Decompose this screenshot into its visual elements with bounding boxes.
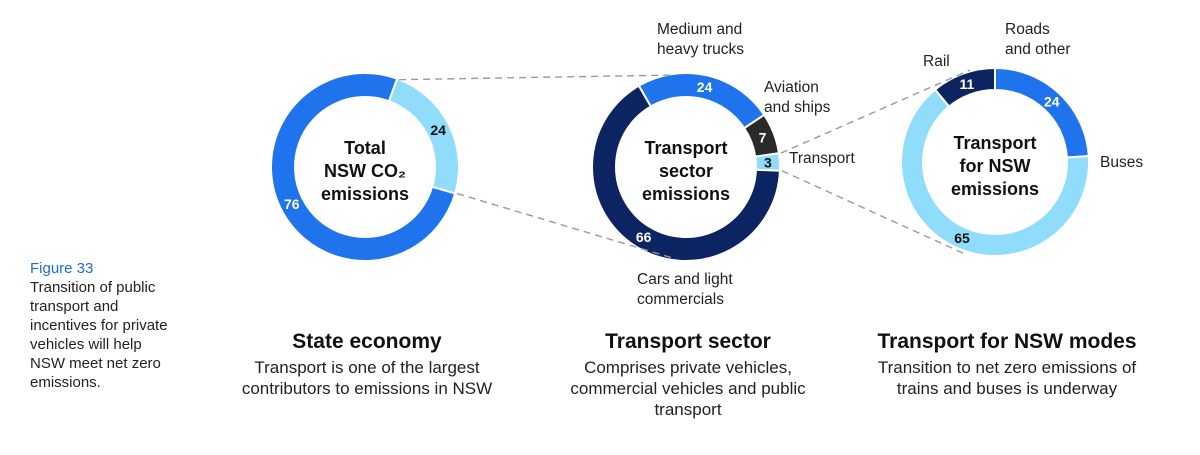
- connector-line-1-bottom: [456, 192, 677, 260]
- center-label-tfnsw-modes-2: emissions: [951, 179, 1039, 199]
- donut-state-economy: 24 76 Total NSW CO₂ emissions: [270, 72, 460, 262]
- slice-value-label-state-economy-0: 24: [430, 122, 446, 138]
- category-label-cars-1: commercials: [637, 291, 724, 308]
- donut-slice-tfnsw-modes-1: [900, 88, 1090, 257]
- figure-caption-text: Transition of public transport and incen…: [30, 279, 168, 391]
- category-label-rail-0: Rail: [923, 53, 950, 70]
- panel-title-transport-sector: Transport sector: [605, 330, 771, 353]
- slice-value-label-tfnsw-modes-2: 11: [959, 76, 974, 92]
- donut-slice-state-economy-1: [270, 72, 457, 262]
- center-label-tfnsw-modes-1: for NSW: [960, 156, 1031, 176]
- panel-state-economy: State economy Transport is one of the la…: [202, 330, 532, 399]
- panel-subtitle-state-economy: Transport is one of the largest contribu…: [241, 358, 493, 398]
- center-label-state-economy-0: Total: [344, 138, 386, 158]
- donut-transport-sector: 3 66 24 7 Transport sector emissions: [591, 72, 781, 262]
- panel-transport-sector: Transport sector Comprises private vehic…: [523, 330, 853, 420]
- panel-subtitle-tfnsw-modes: Transition to net zero emissions of trai…: [877, 358, 1137, 398]
- donut-slice-transport-sector-3: [742, 113, 781, 158]
- figure-number: Figure 33: [30, 260, 94, 277]
- connector-line-2-bottom: [781, 170, 966, 255]
- category-label-buses-0: Buses: [1100, 154, 1143, 171]
- slice-value-label-transport-sector-1: 66: [636, 229, 652, 245]
- category-label-trucks-0: Medium and: [657, 21, 742, 38]
- slice-value-label-tfnsw-modes-1: 65: [954, 230, 970, 246]
- panel-title-tfnsw-modes: Transport for NSW modes: [877, 330, 1137, 353]
- panel-title-state-economy: State economy: [292, 330, 442, 353]
- donut-slice-transport-sector-1: [591, 84, 781, 262]
- center-label-state-economy-2: emissions: [321, 184, 409, 204]
- category-label-roads-1: and other: [1005, 41, 1071, 58]
- slice-value-label-state-economy-1: 76: [284, 196, 300, 212]
- slice-value-label-transport-sector-3: 7: [759, 129, 767, 145]
- center-label-state-economy-1: NSW CO₂: [324, 161, 406, 181]
- center-label-transport-sector-0: Transport: [644, 138, 727, 158]
- center-label-transport-sector-1: sector: [659, 161, 713, 181]
- center-label-tfnsw-modes-0: Transport: [953, 133, 1036, 153]
- category-label-aviation-1: and ships: [764, 99, 831, 116]
- category-label-cars-0: Cars and light: [637, 271, 733, 288]
- figure-caption: Figure 33 Transition of public transport…: [30, 259, 170, 392]
- category-label-roads-0: Roads: [1005, 21, 1050, 38]
- slice-value-label-tfnsw-modes-0: 24: [1044, 93, 1060, 109]
- slice-value-label-transport-sector-0: 3: [764, 155, 772, 171]
- category-label-aviation-0: Aviation: [764, 79, 819, 96]
- category-label-trucks-1: heavy trucks: [657, 41, 744, 58]
- connector-line-1-top: [399, 74, 677, 81]
- category-label-transport-0: Transport: [789, 150, 855, 167]
- slice-value-label-transport-sector-2: 24: [697, 79, 713, 95]
- connector-line-2-top: [780, 69, 971, 154]
- panel-subtitle-transport-sector: Comprises private vehicles, commercial v…: [570, 358, 806, 419]
- center-label-transport-sector-2: emissions: [642, 184, 730, 204]
- panel-tfnsw-modes: Transport for NSW modes Transition to ne…: [842, 330, 1172, 399]
- donut-tfnsw-modes: 24 65 11 Transport for NSW emissions: [900, 66, 1090, 257]
